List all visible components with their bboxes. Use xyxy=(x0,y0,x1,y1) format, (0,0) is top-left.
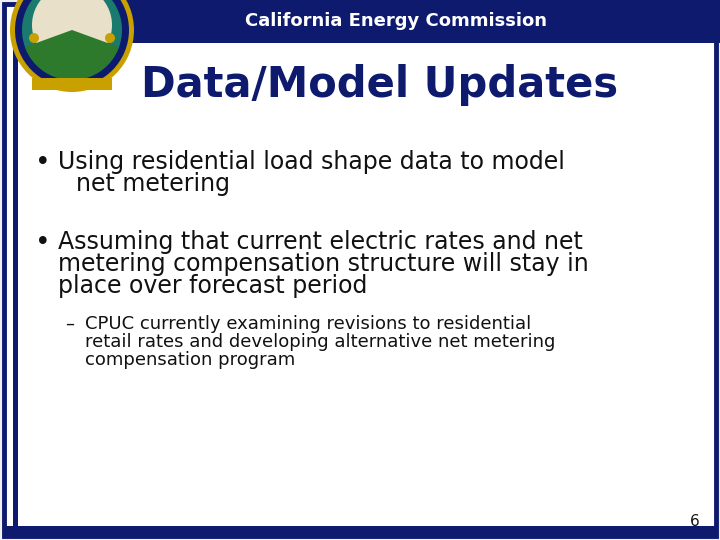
Circle shape xyxy=(105,33,115,43)
Text: Data/Model Updates: Data/Model Updates xyxy=(141,64,618,106)
Wedge shape xyxy=(25,30,119,80)
Text: CPUC currently examining revisions to residential: CPUC currently examining revisions to re… xyxy=(85,315,531,333)
Text: place over forecast period: place over forecast period xyxy=(58,274,367,298)
Text: compensation program: compensation program xyxy=(85,351,295,369)
Text: retail rates and developing alternative net metering: retail rates and developing alternative … xyxy=(85,333,555,351)
Bar xyxy=(13,43,18,536)
Text: •: • xyxy=(35,230,50,256)
Bar xyxy=(32,78,112,90)
Text: Using residential load shape data to model: Using residential load shape data to mod… xyxy=(58,150,565,174)
Bar xyxy=(75,0,720,43)
Circle shape xyxy=(10,0,134,92)
FancyBboxPatch shape xyxy=(4,4,716,536)
Circle shape xyxy=(22,0,122,80)
Circle shape xyxy=(32,0,112,65)
Circle shape xyxy=(15,0,129,87)
Text: net metering: net metering xyxy=(76,172,230,196)
Bar xyxy=(4,526,716,536)
Text: Assuming that current electric rates and net: Assuming that current electric rates and… xyxy=(58,230,583,254)
Text: 6: 6 xyxy=(690,515,700,530)
Circle shape xyxy=(29,33,39,43)
Text: metering compensation structure will stay in: metering compensation structure will sta… xyxy=(58,252,589,276)
Text: California Energy Commission: California Energy Commission xyxy=(245,12,547,30)
Text: –: – xyxy=(65,315,74,333)
Text: •: • xyxy=(35,150,50,176)
